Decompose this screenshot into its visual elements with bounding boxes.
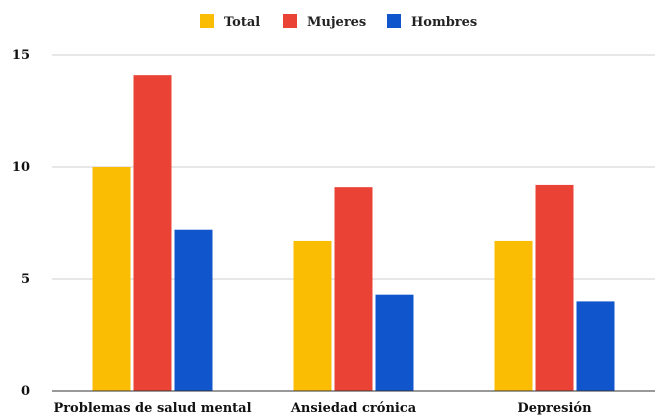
bar-hombres [174,229,213,391]
x-tick-label: Ansiedad crónica [290,401,417,416]
legend-swatch-mujeres [283,14,297,28]
legend: Total Mujeres Hombres [200,14,477,30]
bar-mujeres [133,75,172,391]
bar-mujeres [535,184,574,391]
legend-swatch-total [200,14,214,28]
y-tick-label: 0 [21,384,30,399]
legend-label-mujeres: Mujeres [307,15,366,30]
bar-mujeres [334,187,373,391]
bar-total [494,240,533,391]
y-axis-ticks: 0 5 10 15 [12,48,30,399]
legend-swatch-hombres [387,14,401,28]
x-axis-labels: Problemas de salud mental Ansiedad crónic… [53,401,592,416]
y-tick-label: 5 [21,272,30,287]
legend-label-hombres: Hombres [411,15,477,30]
bar-total [293,240,332,391]
x-tick-label: Depresión [517,401,592,416]
x-tick-label: Problemas de salud mental [53,401,251,416]
bar-total [92,167,131,391]
y-tick-label: 15 [12,48,30,63]
bars [92,75,615,391]
bar-hombres [375,294,414,391]
y-tick-label: 10 [12,160,30,175]
legend-label-total: Total [224,15,260,30]
bar-hombres [576,301,615,391]
